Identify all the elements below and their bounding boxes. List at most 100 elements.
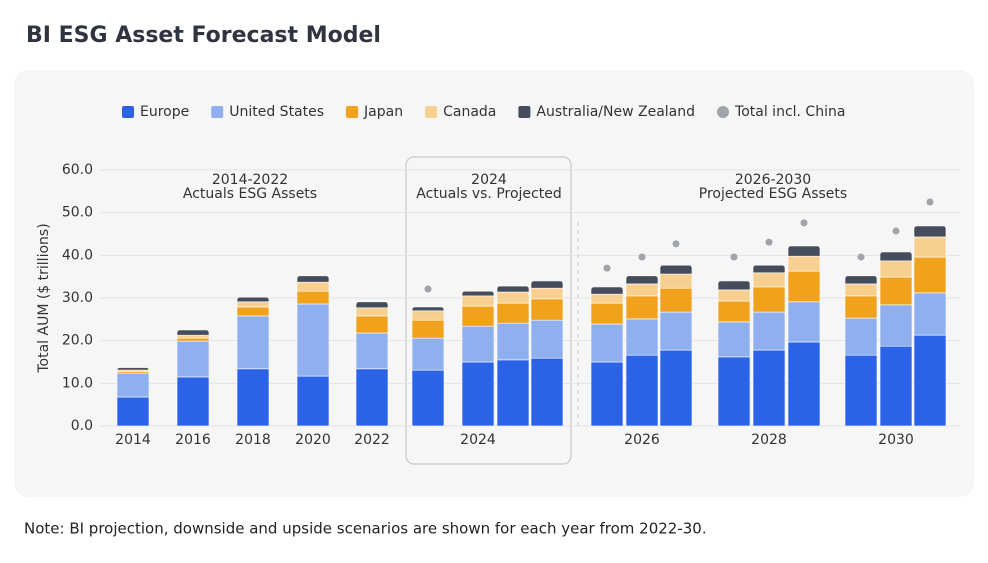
bar-segment (752, 264, 786, 274)
y-tick-label: 0.0 (71, 418, 93, 434)
total-dot (926, 198, 934, 206)
total-dot (892, 227, 900, 235)
bar-segment (411, 319, 445, 339)
bar-segment (625, 354, 659, 427)
total-dot (638, 253, 646, 261)
total-dot (424, 285, 432, 293)
bar-segment (176, 340, 210, 378)
note: Note: BI projection, downside and upside… (24, 520, 707, 538)
legend-label: Canada (443, 104, 496, 120)
bar-segment (717, 280, 751, 291)
bar-segment (879, 304, 913, 347)
bar-segment (355, 301, 389, 309)
bar-segment (590, 286, 624, 295)
bar-segment (236, 315, 270, 370)
bar-segment (913, 334, 947, 427)
legend-marker (518, 106, 531, 118)
y-tick-label: 50.0 (62, 205, 93, 221)
x-tick-label: 2014 (115, 432, 151, 448)
total-dot (672, 240, 680, 248)
legend-marker (425, 106, 438, 118)
bar-segment (787, 270, 821, 303)
highlight-box (405, 156, 572, 465)
bar-segment (236, 296, 270, 303)
bar-segment (530, 298, 564, 321)
legend-label: Japan (363, 104, 403, 120)
bar-segment (787, 301, 821, 343)
annotation: 2024 (471, 172, 507, 188)
legend-marker (346, 106, 359, 118)
bar-segment (530, 357, 564, 427)
bar-segment (717, 300, 751, 323)
bar-segment (625, 275, 659, 285)
bar-segment (879, 276, 913, 306)
bar-segment (355, 307, 389, 317)
bar-segment (787, 245, 821, 257)
bar-segment (625, 318, 659, 356)
annotation: 2014-2022 (212, 172, 288, 188)
bar-segment (116, 367, 150, 371)
total-dot (857, 253, 865, 261)
bar-segment (461, 361, 495, 427)
legend-marker (211, 106, 224, 118)
x-tick-label: 2028 (751, 432, 787, 448)
bar-segment (752, 349, 786, 427)
bar-segment (844, 354, 878, 427)
x-tick-label: 2016 (175, 432, 211, 448)
bar-segment (625, 295, 659, 320)
bar-segment (787, 341, 821, 427)
bar-segment (176, 337, 210, 342)
bar-segment (296, 303, 330, 377)
bar-segment (496, 359, 530, 427)
bar-segment (659, 349, 693, 427)
bar-segment (659, 287, 693, 313)
y-tick-label: 30.0 (62, 290, 93, 306)
bar-segment (879, 345, 913, 427)
annotation: 2026-2030 (735, 172, 811, 188)
bar-segment (844, 275, 878, 285)
bar-segment (913, 225, 947, 238)
bar-segment (296, 275, 330, 283)
bar-segment (296, 375, 330, 427)
annotation: Actuals ESG Assets (183, 186, 317, 202)
bar-segment (879, 251, 913, 262)
annotation: Projected ESG Assets (699, 186, 847, 202)
bar-segment (411, 337, 445, 371)
bar-segment (176, 376, 210, 427)
bar-segment (296, 290, 330, 305)
bar-segment (787, 255, 821, 272)
y-tick-label: 10.0 (62, 375, 93, 391)
bar-segment (236, 301, 270, 308)
x-tick-label: 2020 (295, 432, 331, 448)
bar-segment (496, 302, 530, 324)
bar-segment (530, 319, 564, 359)
total-dot (765, 238, 773, 246)
x-tick-label: 2024 (460, 432, 496, 448)
x-tick-label: 2022 (354, 432, 390, 448)
bar-segment (496, 291, 530, 304)
bar-segment (116, 372, 150, 398)
bar-segment (913, 236, 947, 258)
bar-segment (530, 287, 564, 300)
bar-segment (461, 325, 495, 363)
annotation: Actuals vs. Projected (416, 186, 561, 202)
total-dot (603, 264, 611, 272)
bar-segment (590, 302, 624, 325)
legend-label: Europe (140, 104, 189, 120)
bar-segment (717, 356, 751, 427)
bar-segment (461, 295, 495, 307)
bar-segment (844, 295, 878, 319)
bar-segment (844, 283, 878, 297)
y-tick-label: 60.0 (62, 162, 93, 178)
bar-segment (461, 290, 495, 297)
bar-segment (176, 334, 210, 339)
bar-segment (625, 283, 659, 297)
bar-segment (411, 306, 445, 312)
bar-segment (717, 289, 751, 302)
chart-title: BI ESG Asset Forecast Model (26, 23, 381, 48)
legend-marker (717, 106, 730, 118)
legend-label: United States (229, 104, 324, 120)
bar-segment (496, 322, 530, 361)
bar-segment (236, 368, 270, 427)
bar-segment (176, 329, 210, 336)
